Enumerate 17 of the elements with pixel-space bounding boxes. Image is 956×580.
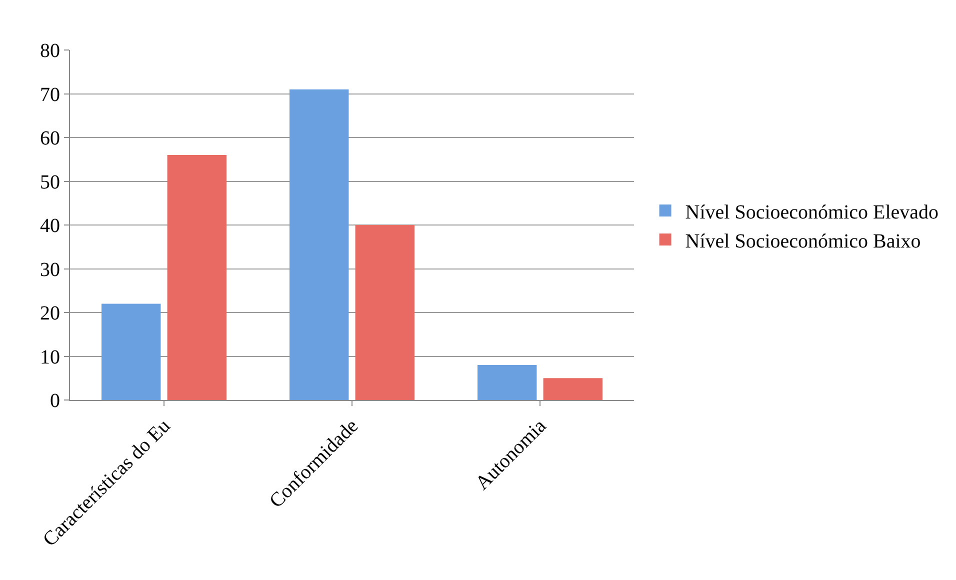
y-tick-label: 50: [40, 171, 60, 194]
y-tick-label: 20: [40, 302, 60, 324]
legend-label: Nível Socioeconómico Baixo: [685, 230, 921, 252]
bar: [355, 225, 415, 400]
y-tick-label: 40: [40, 215, 60, 237]
y-tick-label: 0: [50, 390, 60, 412]
y-tick-label: 80: [40, 40, 60, 62]
legend-label: Nível Socioeconómico Elevado: [685, 201, 939, 224]
bar: [101, 304, 161, 400]
bar: [477, 365, 537, 400]
y-tick-label: 10: [40, 346, 60, 368]
bar: [543, 378, 603, 400]
bar: [289, 89, 349, 400]
y-tick-label: 30: [40, 258, 60, 281]
bar: [167, 155, 227, 400]
y-tick-label: 70: [40, 84, 60, 106]
y-tick-label: 60: [40, 128, 60, 150]
